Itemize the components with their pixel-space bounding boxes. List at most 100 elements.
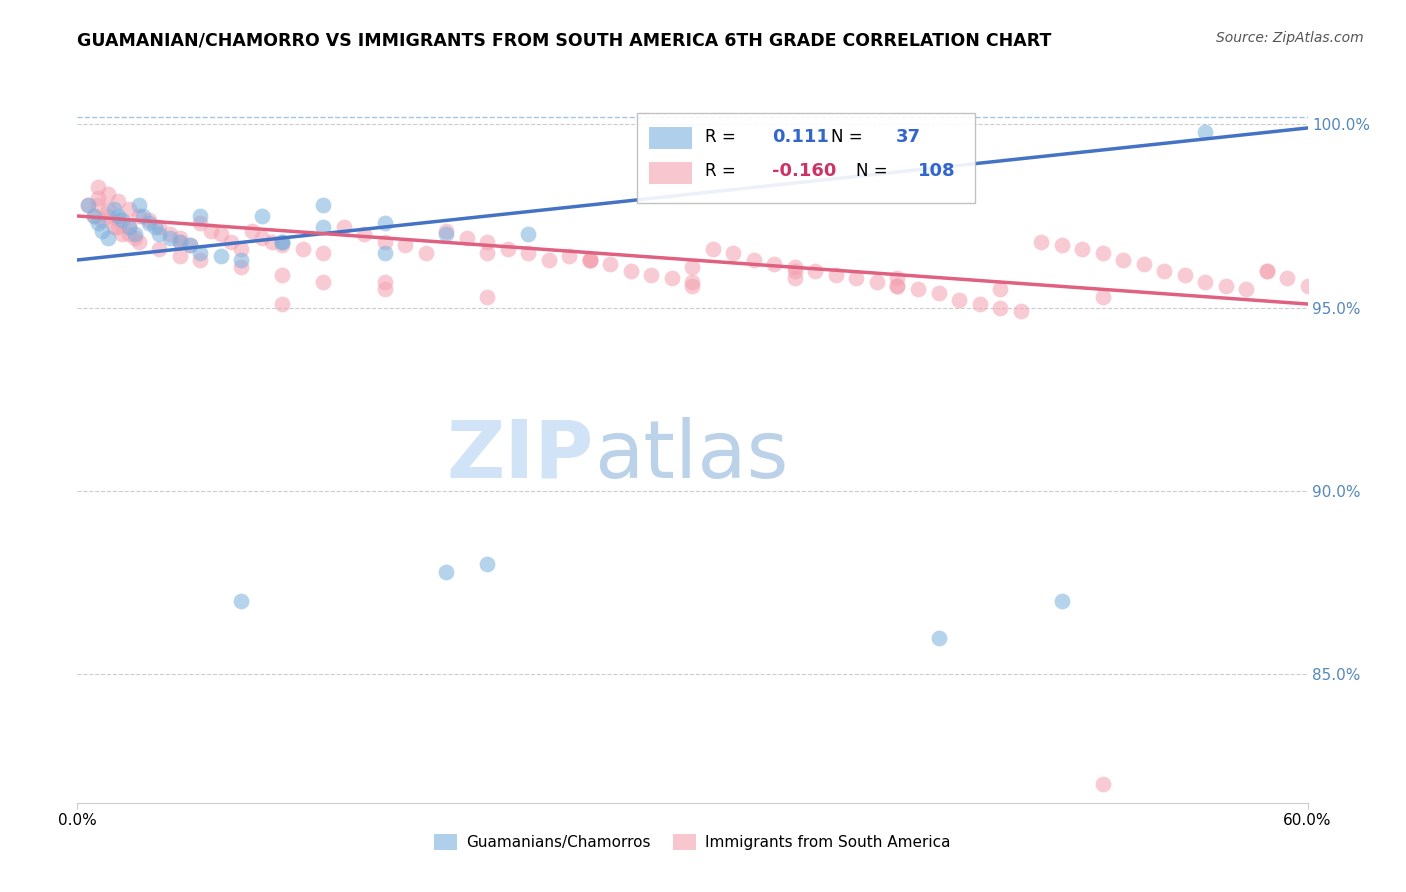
Point (477, 245, 499, 260)
Point (188, 245, 212, 260)
Point (374, 235, 396, 249)
Point (702, 242, 724, 256)
Point (312, 219, 335, 234)
Text: 37: 37 (896, 128, 921, 145)
Point (783, 260, 806, 275)
Point (97, 209, 120, 223)
Point (159, 231, 181, 245)
Point (1256, 264, 1278, 278)
Point (124, 231, 146, 245)
Point (783, 264, 806, 278)
Legend: Guamanians/Chamorros, Immigrants from South America: Guamanians/Chamorros, Immigrants from So… (427, 829, 957, 856)
Text: N =: N = (831, 128, 869, 145)
Point (117, 219, 139, 234)
Text: N =: N = (856, 162, 893, 180)
Point (1091, 777, 1114, 791)
Point (374, 245, 396, 260)
Point (988, 301, 1011, 315)
Point (1091, 245, 1114, 260)
Point (436, 565, 458, 579)
Point (169, 235, 191, 249)
Point (517, 227, 540, 242)
Point (128, 209, 150, 223)
Point (1050, 238, 1073, 252)
Point (928, 631, 950, 645)
Point (271, 268, 294, 282)
Point (825, 268, 848, 282)
FancyBboxPatch shape (637, 112, 976, 203)
Point (682, 275, 704, 289)
Point (231, 260, 253, 275)
Point (415, 245, 437, 260)
Point (374, 216, 396, 230)
Point (436, 224, 458, 238)
Point (231, 242, 253, 256)
Point (783, 271, 806, 285)
Point (517, 245, 540, 260)
Point (1275, 271, 1298, 285)
Point (240, 224, 263, 238)
Point (219, 235, 242, 249)
Point (1112, 252, 1135, 267)
Point (1029, 235, 1052, 249)
Point (87, 179, 110, 194)
Point (169, 231, 191, 245)
Point (188, 216, 212, 230)
Point (271, 235, 294, 249)
Point (763, 257, 786, 271)
Point (97, 202, 120, 216)
Text: 0.111: 0.111 (772, 128, 830, 145)
Point (988, 282, 1011, 296)
Point (907, 282, 929, 296)
Point (117, 227, 139, 242)
Text: 108: 108 (918, 162, 955, 180)
Point (250, 231, 273, 245)
Text: GUAMANIAN/CHAMORRO VS IMMIGRANTS FROM SOUTH AMERICA 6TH GRADE CORRELATION CHART: GUAMANIAN/CHAMORRO VS IMMIGRANTS FROM SO… (77, 31, 1052, 49)
Point (103, 202, 125, 216)
Point (394, 238, 416, 252)
Point (159, 227, 181, 242)
Point (148, 242, 170, 256)
Point (87, 191, 110, 205)
Point (179, 238, 201, 252)
FancyBboxPatch shape (650, 162, 693, 184)
Point (1174, 268, 1197, 282)
Point (886, 271, 908, 285)
Point (682, 260, 704, 275)
Point (374, 282, 396, 296)
Point (866, 275, 889, 289)
Point (312, 245, 335, 260)
Point (97, 231, 120, 245)
Text: R =: R = (704, 128, 741, 145)
Point (1234, 282, 1257, 296)
Point (83, 209, 105, 223)
Point (200, 224, 222, 238)
Point (117, 219, 139, 234)
Point (148, 219, 170, 234)
Point (1050, 594, 1073, 608)
Point (83, 209, 105, 223)
Point (138, 212, 160, 227)
Point (1010, 304, 1032, 318)
Point (169, 235, 191, 249)
Point (169, 249, 191, 263)
Point (291, 242, 314, 256)
Point (456, 231, 478, 245)
Point (1296, 278, 1319, 293)
Point (886, 278, 908, 293)
Point (250, 209, 273, 223)
Point (107, 209, 129, 223)
FancyBboxPatch shape (650, 128, 693, 149)
Point (107, 194, 129, 209)
Text: atlas: atlas (595, 417, 789, 495)
Point (374, 275, 396, 289)
Point (640, 268, 662, 282)
Point (103, 219, 125, 234)
Point (107, 219, 129, 234)
Point (436, 227, 458, 242)
Point (124, 227, 146, 242)
Point (886, 278, 908, 293)
Point (742, 252, 765, 267)
Point (1071, 242, 1094, 256)
Point (209, 227, 232, 242)
